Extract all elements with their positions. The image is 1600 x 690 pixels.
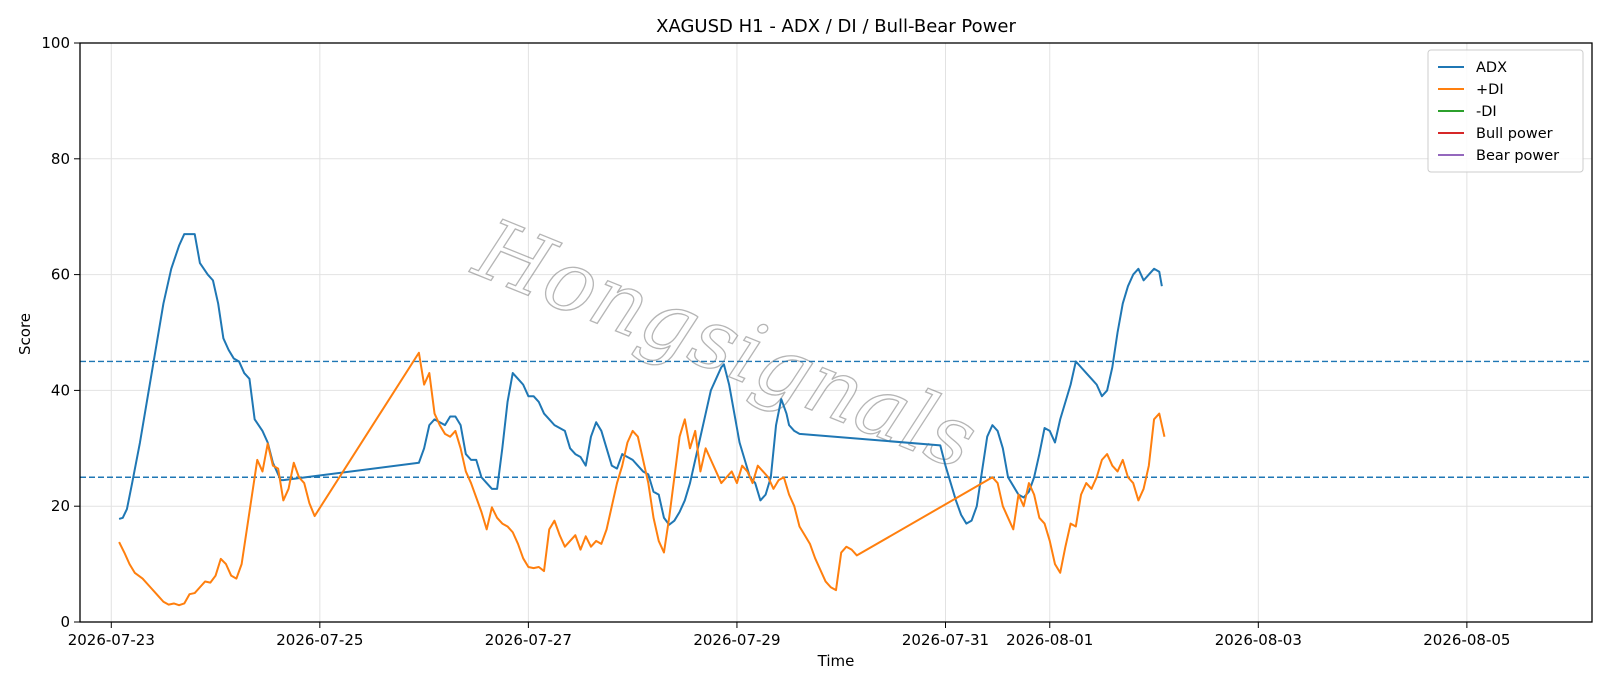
x-tick-label: 2026-08-01 xyxy=(1006,631,1093,649)
chart-title: XAGUSD H1 - ADX / DI / Bull-Bear Power xyxy=(656,16,1016,37)
series-line-di xyxy=(118,351,1166,607)
plot-frame xyxy=(79,42,1593,623)
x-tick-label: 2026-08-05 xyxy=(1423,631,1510,649)
x-tick-label: 2026-07-23 xyxy=(68,631,155,649)
y-tick-label: 100 xyxy=(41,34,70,52)
hline-layer xyxy=(80,360,1592,478)
x-tick-label: 2026-08-03 xyxy=(1215,631,1302,649)
y-tick-label: 60 xyxy=(51,266,70,284)
x-axis-label: Time xyxy=(817,652,855,670)
x-tick-label: 2026-07-25 xyxy=(276,631,363,649)
x-tick-label: 2026-07-27 xyxy=(485,631,572,649)
legend: ADX +DI -DI Bull power Bear power xyxy=(1427,49,1584,173)
series-layer xyxy=(118,233,1166,607)
legend-label-adx: ADX xyxy=(1476,60,1507,76)
y-tick-label: 80 xyxy=(51,150,70,168)
legend-label-di: -DI xyxy=(1476,104,1497,120)
legend-label-di: +DI xyxy=(1476,82,1504,98)
legend-label-bull-power: Bull power xyxy=(1476,126,1553,142)
x-tick-label: 2026-07-29 xyxy=(693,631,780,649)
y-tick-label: 20 xyxy=(51,497,70,515)
x-tick-label: 2026-07-31 xyxy=(902,631,989,649)
legend-box xyxy=(1427,49,1584,173)
y-tick-label: 40 xyxy=(51,381,70,399)
series-line-adx xyxy=(118,233,1163,526)
legend-label-bear-power: Bear power xyxy=(1476,148,1559,164)
tick-layer: 0 20 40 60 80 100 2026-07-23 2026-07-25 2026-07-… xyxy=(41,34,1510,649)
y-tick-label: 0 xyxy=(60,613,70,631)
y-axis-label: Score xyxy=(16,313,34,355)
